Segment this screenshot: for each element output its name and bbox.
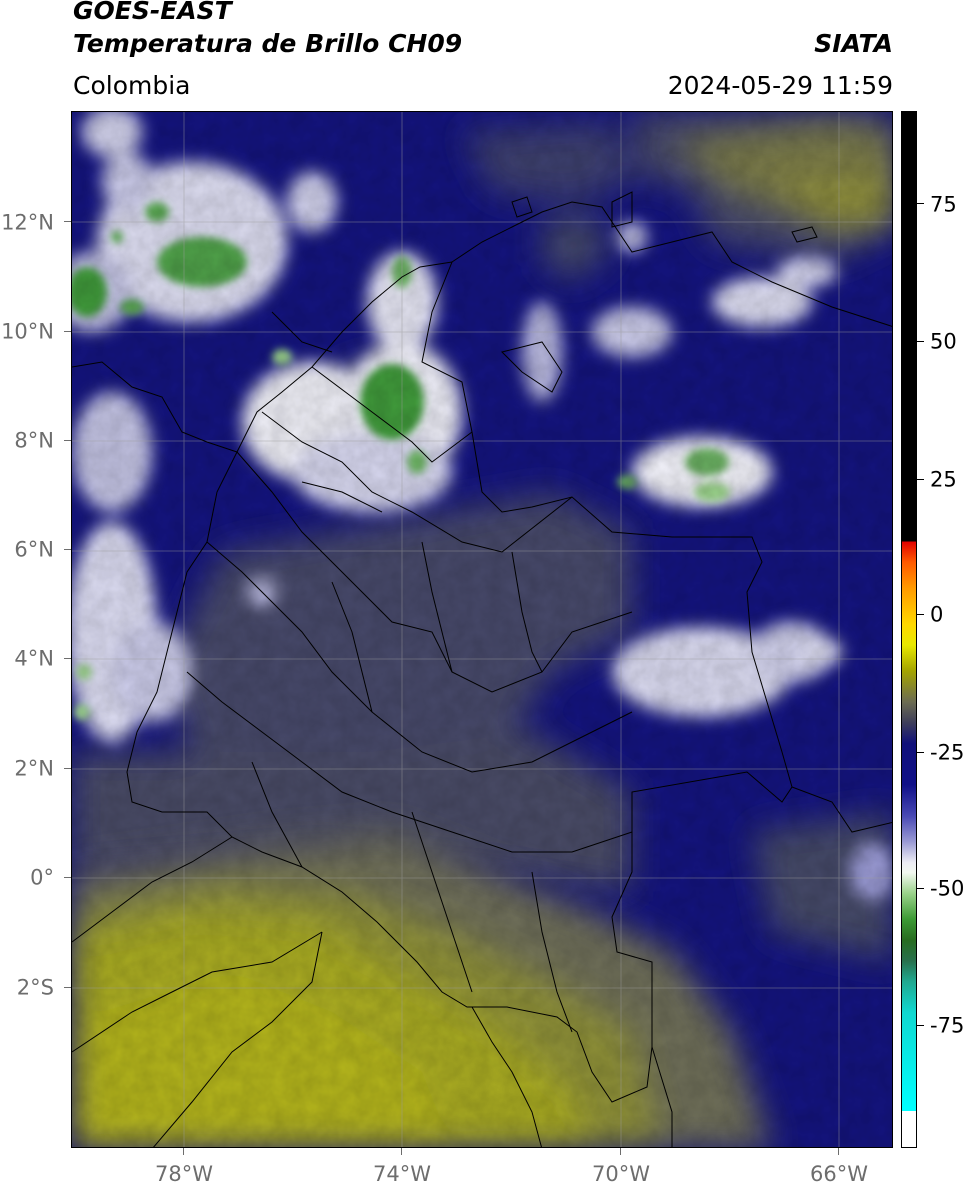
lon-tick xyxy=(838,1148,839,1155)
lon-tick xyxy=(620,1148,621,1155)
lat-label: 0° xyxy=(30,865,54,890)
satellite-title: GOES-EAST xyxy=(73,0,232,25)
texture-overlay xyxy=(72,112,892,1147)
colorbar-tick xyxy=(917,614,924,615)
lon-label: 74°W xyxy=(373,1162,431,1186)
lat-tick xyxy=(64,658,71,659)
lon-label: 70°W xyxy=(592,1162,650,1186)
lat-tick xyxy=(64,987,71,988)
datetime-label: 2024-05-29 11:59 xyxy=(667,71,893,100)
lat-label: 8°N xyxy=(14,428,54,453)
lat-tick xyxy=(64,331,71,332)
colorbar-label: 0 xyxy=(930,602,944,627)
lat-tick xyxy=(64,877,71,878)
lat-label: 2°N xyxy=(14,756,54,781)
region-label: Colombia xyxy=(73,71,191,100)
brightness-temperature-field xyxy=(72,112,892,1147)
colorbar-label: -25 xyxy=(930,740,965,765)
lat-tick xyxy=(64,221,71,222)
lon-label: 66°W xyxy=(810,1162,868,1186)
colorbar-tick xyxy=(917,752,924,753)
colorbar-tick xyxy=(917,1025,924,1026)
temperature-colorbar xyxy=(901,111,917,1148)
graticule xyxy=(72,112,892,1147)
product-title: Temperatura de Brillo CH09 xyxy=(73,29,463,58)
satellite-map xyxy=(71,111,893,1148)
colorbar-label: -75 xyxy=(930,1013,965,1038)
colorbar-label: 50 xyxy=(930,329,957,354)
lon-tick xyxy=(183,1148,184,1155)
agency-label: SIATA xyxy=(814,29,893,58)
lat-tick xyxy=(64,440,71,441)
colorbar-label: 75 xyxy=(930,192,957,217)
political-borders xyxy=(72,191,892,1147)
lat-tick xyxy=(64,549,71,550)
colorbar-tick xyxy=(917,203,924,204)
lat-label: 12°N xyxy=(1,210,54,235)
colorbar-tick xyxy=(917,479,924,480)
lat-label: 2°S xyxy=(16,975,54,1000)
lat-label: 10°N xyxy=(1,319,54,344)
colorbar-tick xyxy=(917,341,924,342)
colorbar-label: 25 xyxy=(930,467,957,492)
colorbar-tick xyxy=(917,888,924,889)
lat-tick xyxy=(64,768,71,769)
lat-label: 4°N xyxy=(14,646,54,671)
lat-label: 6°N xyxy=(14,537,54,562)
lon-label: 78°W xyxy=(155,1162,213,1186)
colorbar-label: -50 xyxy=(930,876,965,901)
lon-tick xyxy=(401,1148,402,1155)
